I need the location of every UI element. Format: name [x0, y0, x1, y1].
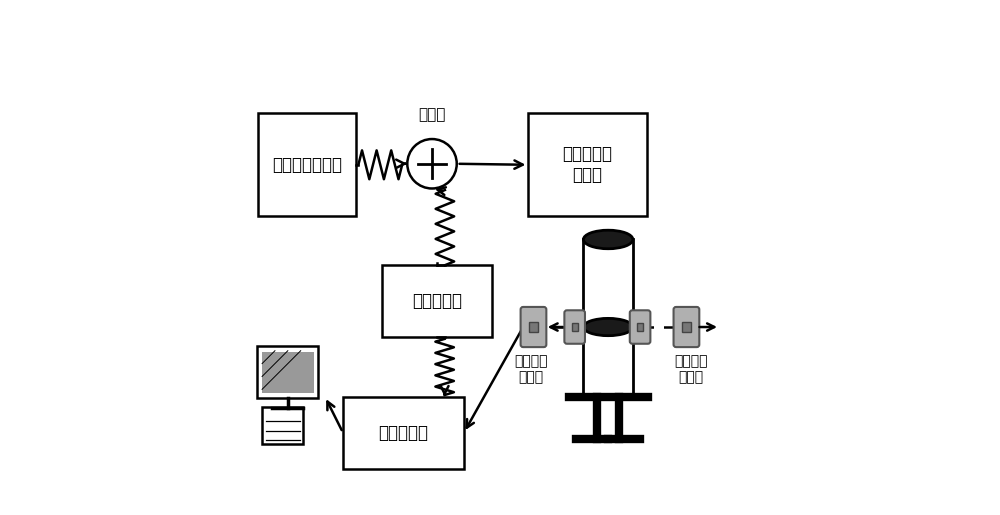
Text: 激光及温度
控制器: 激光及温度 控制器	[563, 145, 613, 184]
Bar	[529, 322, 538, 332]
FancyBboxPatch shape	[564, 310, 585, 344]
Text: 激光二极
管组件: 激光二极 管组件	[674, 354, 707, 384]
Bar	[637, 323, 643, 331]
Bar	[257, 346, 318, 398]
Bar	[262, 352, 314, 393]
Bar	[382, 265, 492, 337]
Text: 函数信号发生器: 函数信号发生器	[272, 156, 342, 174]
Bar	[572, 323, 578, 331]
Text: 锁相放大器: 锁相放大器	[378, 424, 428, 441]
Bar	[262, 407, 303, 444]
FancyBboxPatch shape	[630, 310, 650, 344]
Bar	[258, 113, 356, 216]
Bar	[682, 322, 691, 332]
Ellipse shape	[583, 318, 633, 336]
Ellipse shape	[583, 230, 633, 249]
Text: 加法器: 加法器	[418, 107, 446, 122]
FancyBboxPatch shape	[674, 307, 699, 347]
Bar	[583, 239, 633, 394]
Bar	[343, 397, 464, 469]
Circle shape	[407, 139, 457, 188]
Bar	[528, 113, 647, 216]
Text: 光电探测
器组件: 光电探测 器组件	[514, 354, 548, 384]
FancyBboxPatch shape	[521, 307, 546, 347]
Text: 晶体振荡器: 晶体振荡器	[412, 293, 462, 310]
